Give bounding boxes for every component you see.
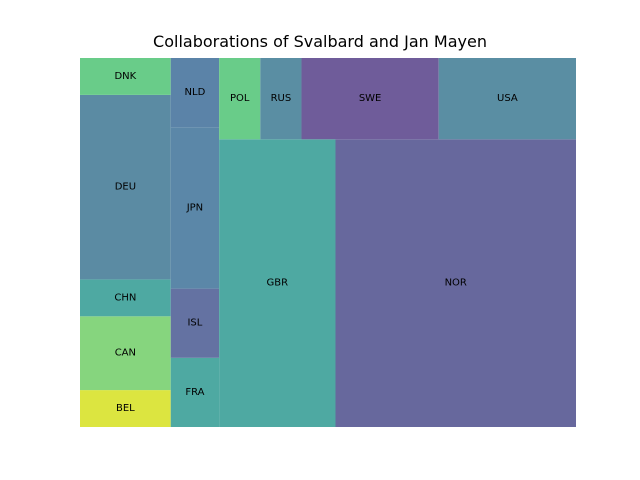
treemap-cell-nld: [170, 58, 220, 128]
treemap-label-nor: NOR: [445, 278, 467, 289]
treemap-cell-fra: [170, 357, 220, 427]
treemap-cell-gbr: [219, 139, 336, 427]
treemap-label-rus: RUS: [271, 93, 292, 104]
treemap-cell-chn: [80, 279, 171, 317]
treemap-label-pol: POL: [230, 93, 250, 104]
treemap-cell-can: [80, 316, 171, 391]
treemap-cell-usa: [438, 58, 576, 140]
treemap-cell-nor: [335, 139, 576, 427]
treemap-label-bel: BEL: [116, 403, 135, 414]
treemap-cell-bel: [80, 390, 171, 427]
treemap-label-isl: ISL: [187, 318, 202, 329]
treemap-cell-dnk: [80, 58, 171, 95]
treemap-cell-deu: [80, 94, 171, 280]
treemap-label-fra: FRA: [185, 387, 204, 398]
treemap-cell-pol: [219, 58, 261, 140]
treemap-cell-isl: [170, 288, 220, 358]
treemap-label-usa: USA: [497, 93, 518, 104]
treemap-label-deu: DEU: [115, 182, 136, 193]
treemap-label-chn: CHN: [114, 292, 136, 303]
treemap-label-swe: SWE: [359, 93, 382, 104]
treemap-label-nld: NLD: [185, 87, 206, 98]
treemap-label-can: CAN: [115, 348, 136, 359]
treemap-cell-jpn: [170, 127, 220, 289]
treemap-label-jpn: JPN: [186, 202, 203, 213]
treemap-label-gbr: GBR: [267, 278, 289, 289]
treemap-cell-rus: [260, 58, 302, 140]
chart-title: Collaborations of Svalbard and Jan Mayen: [153, 32, 487, 51]
treemap-label-dnk: DNK: [114, 71, 136, 82]
treemap-cell-swe: [301, 58, 439, 140]
